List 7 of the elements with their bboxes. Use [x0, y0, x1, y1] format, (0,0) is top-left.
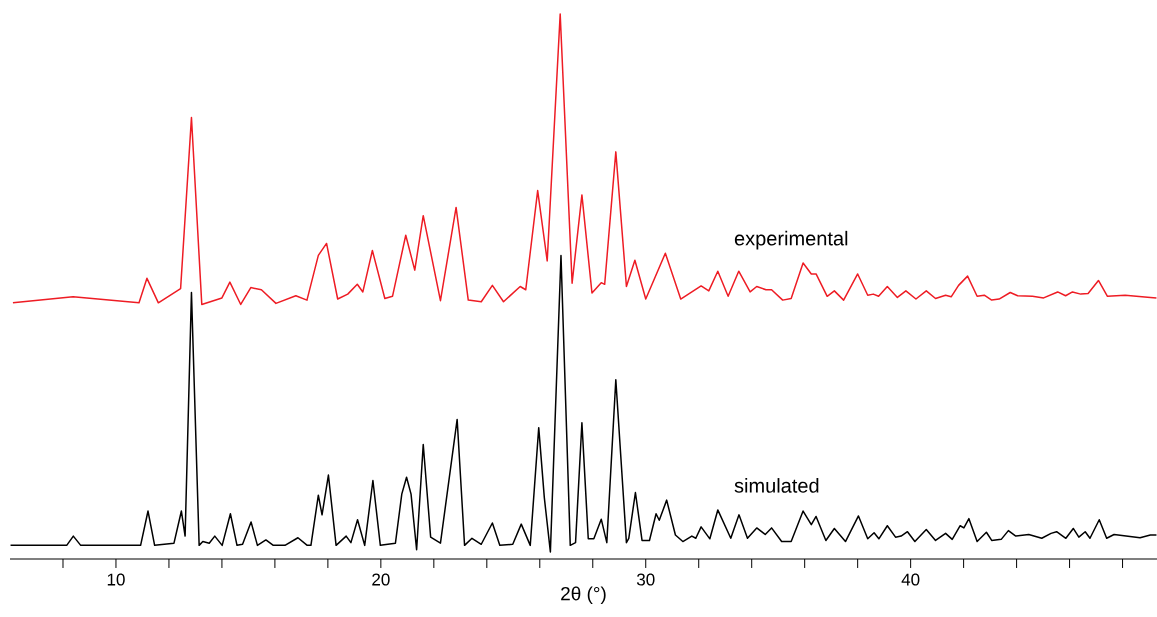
- x-tick-label: 30: [636, 573, 655, 586]
- x-axis-title: 2θ (°): [561, 586, 606, 605]
- series-label: experimental: [734, 230, 848, 250]
- x-tick-label: 40: [901, 573, 920, 586]
- x-tick-label: 10: [107, 573, 125, 586]
- x-tick-label: 20: [372, 573, 390, 586]
- series-label: simulated: [734, 478, 819, 493]
